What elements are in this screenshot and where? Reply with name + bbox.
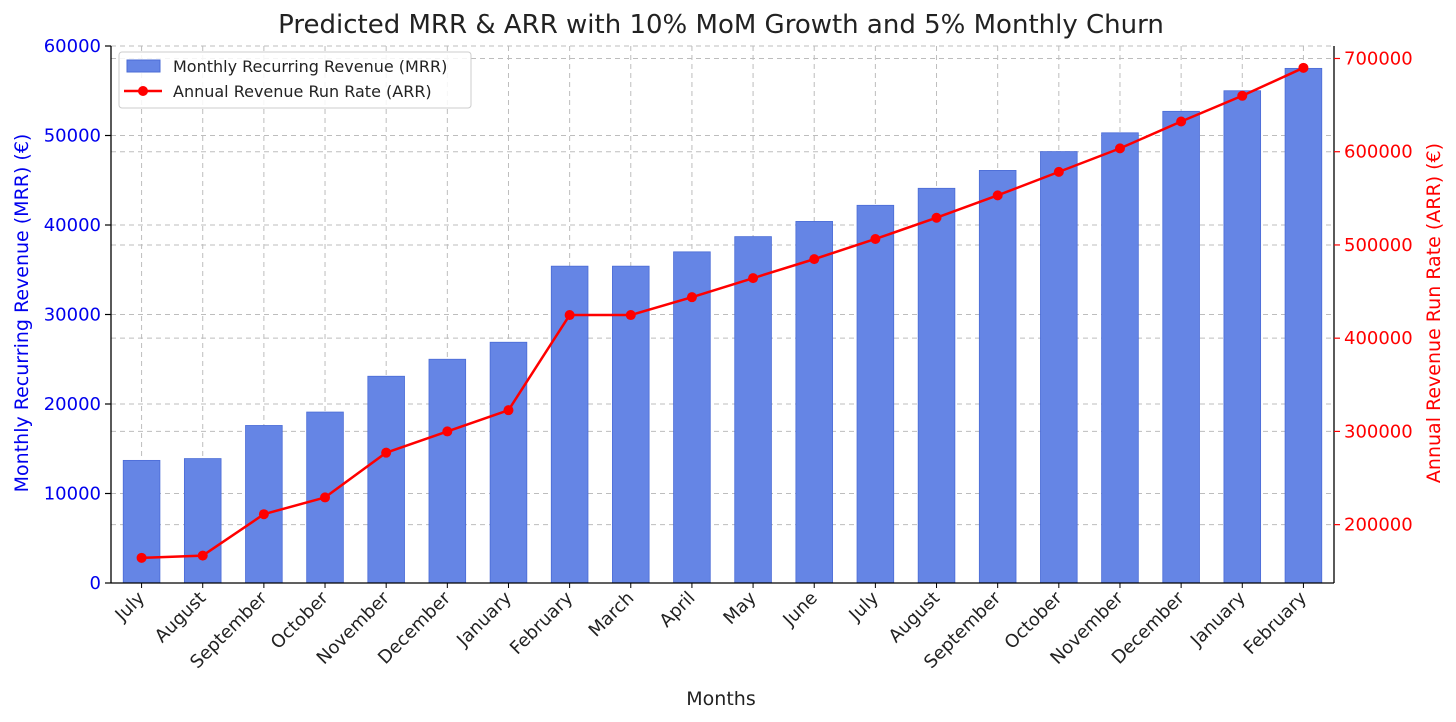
left-tick-label: 50000 [44,126,101,147]
left-axis-ticks: 0 10000 20000 30000 40000 50000 60000 [44,36,111,594]
mrr-bar [673,251,711,584]
arr-point [1114,143,1125,154]
left-tick-label: 10000 [44,484,101,505]
x-tick-label: August [885,588,944,647]
arr-point [809,254,820,265]
mrr-bar [734,236,772,584]
left-tick-label: 40000 [44,215,101,236]
legend: Monthly Recurring Revenue (MRR) Annual R… [118,51,472,109]
legend-arr-label: Annual Revenue Run Rate (ARR) [173,82,432,101]
arr-point [381,447,392,458]
x-tick-label: June [778,588,821,631]
arr-point [258,509,269,520]
arr-point [136,552,147,563]
mrr-bar [795,221,833,584]
arr-point [442,426,453,437]
arr-line [136,62,1309,563]
mrr-bar [183,458,222,584]
right-tick-label: 200000 [1344,515,1413,536]
x-tick-label: August [151,588,210,647]
arr-point [992,190,1003,201]
mrr-bars [122,67,1323,584]
mrr-bar [245,425,283,584]
right-axis-ticks: 200000 300000 400000 500000 600000 700000 [1334,48,1413,536]
arr-point [748,273,759,284]
right-tick-label: 700000 [1344,48,1413,69]
left-tick-label: 60000 [44,36,101,57]
x-tick-label: January [1186,587,1250,651]
x-tick-label: March [585,588,639,642]
x-tick-label: February [1240,587,1311,658]
mrr-bar [978,170,1017,584]
x-tick-label: July [844,587,883,626]
arr-point [1053,166,1064,177]
arr-point [870,233,881,244]
arr-point [320,492,331,503]
mrr-bar [1284,67,1323,584]
mrr-bar [1040,151,1078,584]
left-axis-label: Monthly Recurring Revenue (MRR) (€) [11,134,33,493]
legend-box [118,51,472,109]
mrr-bar [367,375,405,584]
arr-series-line [141,66,1304,560]
x-axis-label: Months [686,688,755,710]
arr-point [503,405,514,416]
x-tick-label: July [111,587,150,626]
right-tick-label: 300000 [1344,421,1413,442]
arr-point [197,550,208,561]
mrr-bar [428,358,467,584]
mrr-bar [1101,132,1139,584]
right-tick-label: 400000 [1344,328,1413,349]
grid-lines [111,45,1334,583]
mrr-bar [1162,110,1200,584]
x-tick-label: April [656,588,700,632]
arr-point [625,310,636,321]
mrr-bar [856,204,895,584]
x-axis-ticks: July AugustSeptemberOctoberNovemberDecemb… [111,583,1311,673]
legend-mrr-label: Monthly Recurring Revenue (MRR) [173,57,447,76]
left-tick-label: 20000 [44,394,101,415]
x-tick-label: February [506,587,577,658]
arr-point [564,310,575,321]
x-tick-label: May [719,587,760,628]
mrr-bar [917,187,956,584]
arr-point [1237,90,1248,101]
arr-point [1176,116,1187,127]
mrr-bar [1223,90,1262,584]
legend-arr-marker [138,86,148,96]
arr-point [931,212,942,223]
left-tick-label: 0 [90,573,101,594]
right-tick-label: 600000 [1344,142,1413,163]
right-tick-label: 500000 [1344,235,1413,256]
x-tick-label: January [452,587,516,651]
arr-point [1298,62,1309,73]
legend-mrr-swatch [126,59,161,73]
right-axis-label: Annual Revenue Run Rate (ARR) (€) [1423,143,1445,483]
left-tick-label: 30000 [44,305,101,326]
arr-point [686,292,697,303]
mrr-bar [122,459,161,584]
mrr-bar [489,341,528,584]
chart-title: Predicted MRR & ARR with 10% MoM Growth … [278,10,1164,40]
